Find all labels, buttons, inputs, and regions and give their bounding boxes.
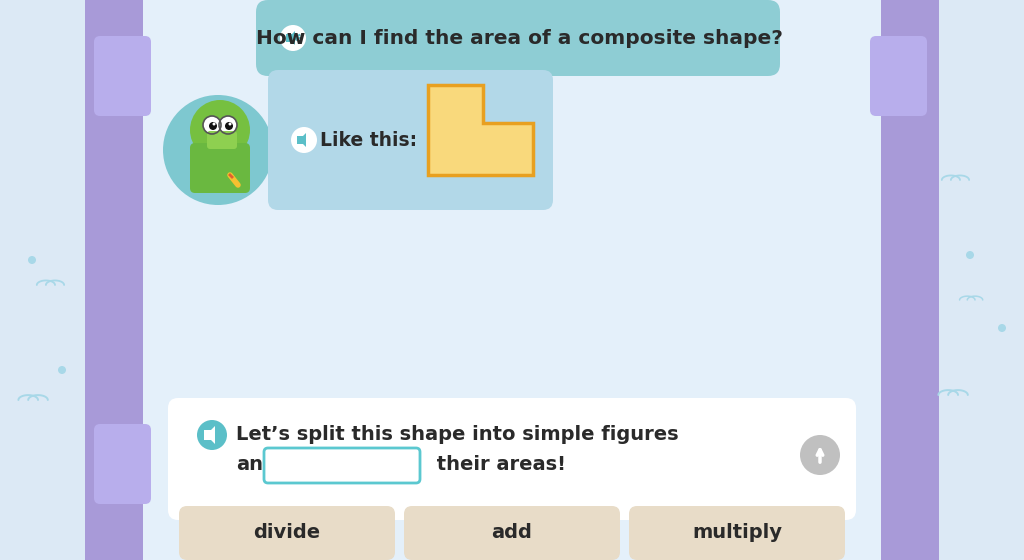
Circle shape [225, 122, 233, 130]
FancyBboxPatch shape [85, 0, 143, 560]
Circle shape [28, 256, 36, 264]
Circle shape [203, 116, 221, 134]
Circle shape [213, 123, 215, 125]
FancyBboxPatch shape [94, 424, 151, 504]
Polygon shape [204, 426, 215, 444]
FancyBboxPatch shape [404, 506, 620, 560]
Circle shape [998, 324, 1006, 332]
FancyBboxPatch shape [881, 0, 939, 560]
Text: and: and [236, 455, 276, 474]
Text: Let’s split this shape into simple figures: Let’s split this shape into simple figur… [236, 426, 679, 445]
FancyBboxPatch shape [264, 448, 420, 483]
FancyBboxPatch shape [179, 506, 395, 560]
Text: How can I find the area of a composite shape?: How can I find the area of a composite s… [256, 30, 782, 49]
Polygon shape [297, 133, 306, 147]
Circle shape [228, 123, 231, 125]
FancyBboxPatch shape [256, 0, 780, 76]
FancyBboxPatch shape [190, 143, 250, 193]
Text: their areas!: their areas! [430, 455, 566, 474]
Text: divide: divide [253, 524, 321, 543]
FancyBboxPatch shape [207, 131, 237, 149]
Text: multiply: multiply [692, 524, 782, 543]
FancyBboxPatch shape [268, 70, 553, 210]
Text: add: add [492, 524, 532, 543]
Text: Like this:: Like this: [319, 130, 417, 150]
FancyBboxPatch shape [168, 398, 856, 520]
Circle shape [291, 127, 317, 153]
Circle shape [190, 100, 250, 160]
FancyBboxPatch shape [94, 36, 151, 116]
FancyBboxPatch shape [629, 506, 845, 560]
FancyBboxPatch shape [143, 0, 881, 560]
Circle shape [58, 366, 66, 374]
FancyBboxPatch shape [870, 36, 927, 116]
Polygon shape [286, 31, 295, 45]
Circle shape [209, 122, 217, 130]
Circle shape [197, 420, 227, 450]
Circle shape [800, 435, 840, 475]
Circle shape [280, 25, 306, 51]
Polygon shape [428, 85, 534, 175]
Circle shape [966, 251, 974, 259]
Circle shape [163, 95, 273, 205]
Circle shape [219, 116, 237, 134]
